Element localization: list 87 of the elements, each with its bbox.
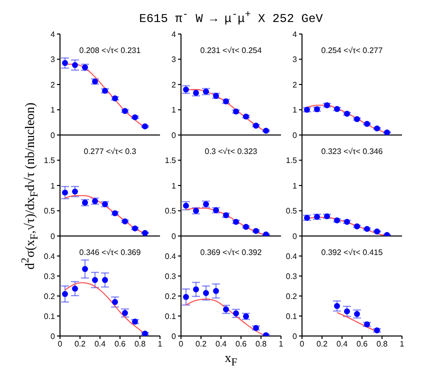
annotation: 0.392 <√τ< 0.415 xyxy=(320,248,384,257)
annotation: 0.208 <√τ< 0.231 xyxy=(78,46,142,55)
y-tick-label: 1 xyxy=(292,181,298,190)
text: E615 π$^{-}$ W → μ$^{-}$μ$^{+}$ X 252 GeV xyxy=(138,9,324,27)
y-tick-label: 0 xyxy=(292,130,298,140)
x-tick-label: 1 xyxy=(278,340,284,349)
y-tick-label: 4 xyxy=(292,30,298,39)
annotation: 0.277 <√τ< 0.3 xyxy=(82,147,138,156)
y-tick-label: 0.4 xyxy=(164,252,177,261)
y-tick-label: 0.3 xyxy=(286,272,298,281)
y-tick-label: 1 xyxy=(172,181,177,190)
y-tick-label: 0 xyxy=(292,232,298,241)
y-tick-label: 3 xyxy=(50,55,56,64)
x-tick-label: 0 xyxy=(58,340,63,349)
y-tick-label: 0.5 xyxy=(164,206,177,216)
x-tick-label: 0 xyxy=(300,340,305,349)
annotation: 0.3 <√τ< 0.323 xyxy=(204,147,258,156)
y-tick-label: 2 xyxy=(50,80,56,90)
x-tick-label: 0.8 xyxy=(376,340,388,349)
point xyxy=(102,277,108,283)
point xyxy=(92,277,98,283)
x-tick-label: 0.2 xyxy=(316,340,328,349)
x-tick-label: 0.4 xyxy=(215,340,228,349)
y-tick-label: 0.2 xyxy=(286,292,298,301)
y-tick-label: 1 xyxy=(292,106,298,115)
x-tick-label: 0.8 xyxy=(134,340,146,349)
y-tick-label: 4 xyxy=(50,30,56,39)
y-tick-label: 1.5 xyxy=(44,156,56,166)
point xyxy=(142,123,148,130)
x-tick-label: 0.2 xyxy=(195,340,208,349)
y-tick-label: 0.5 xyxy=(44,206,56,216)
annotation: 0.254 <√τ< 0.277 xyxy=(320,46,384,55)
y-tick-label: 1.5 xyxy=(286,156,298,166)
y-tick-label: 1 xyxy=(172,106,177,115)
y-tick-label: 3 xyxy=(292,55,298,64)
point xyxy=(213,288,219,294)
annotation: 0.231 <√τ< 0.254 xyxy=(199,46,263,55)
y-tick-label: 1.5 xyxy=(164,156,177,166)
y-tick-label: 0 xyxy=(172,232,177,241)
y-tick-label: 2 xyxy=(292,80,298,90)
y-tick-label: 0.3 xyxy=(164,272,177,281)
x-tick-label: 0.4 xyxy=(336,340,348,349)
x-tick-label: 1 xyxy=(158,340,163,349)
y-tick-label: 0 xyxy=(50,332,56,341)
x-tick-label: 0.6 xyxy=(235,340,248,349)
point xyxy=(142,230,148,236)
point xyxy=(203,290,209,296)
point xyxy=(183,294,189,300)
y-tick-label: 0.4 xyxy=(44,252,56,261)
y-tick-label: 0.3 xyxy=(44,272,56,281)
point xyxy=(62,60,68,66)
y-tick-label: 2 xyxy=(172,80,177,90)
point xyxy=(374,125,380,132)
point xyxy=(364,120,370,127)
point xyxy=(62,190,68,196)
y-tick-label: 0 xyxy=(50,232,56,241)
x-tick-label: 0.6 xyxy=(356,340,368,349)
point xyxy=(72,286,78,292)
y-tick-label: 0.1 xyxy=(44,312,56,321)
y-tick-label: 0 xyxy=(292,332,298,341)
y-tick-label: 1 xyxy=(50,181,56,190)
point xyxy=(62,291,68,297)
x-tick-label: 0.4 xyxy=(94,340,106,349)
x-axis-title: x$_{F}$ xyxy=(224,350,238,370)
x-tick-label: 0 xyxy=(178,340,184,349)
y-tick-label: 0.4 xyxy=(286,252,298,261)
y-tick-label: 0 xyxy=(50,130,56,140)
x-tick-label: 0.6 xyxy=(114,340,126,349)
y-tick-label: 0.1 xyxy=(286,312,298,321)
y-tick-label: 4 xyxy=(172,30,177,39)
annotation: 0.323 <√τ< 0.346 xyxy=(320,147,384,156)
point xyxy=(263,128,269,134)
x-tick-label: 0.8 xyxy=(255,340,268,349)
point xyxy=(193,286,199,292)
y-tick-label: 0.1 xyxy=(164,312,177,321)
y-tick-label: 0.2 xyxy=(44,292,56,301)
y-tick-label: 1 xyxy=(50,106,56,115)
y-tick-label: 0 xyxy=(172,332,177,341)
y-tick-label: 0 xyxy=(172,130,177,140)
x-tick-label: 1 xyxy=(400,340,405,349)
point xyxy=(82,266,88,272)
annotation: 0.369 <√τ< 0.392 xyxy=(199,248,263,257)
y-tick-label: 0.2 xyxy=(164,292,177,301)
x-tick-label: 0.2 xyxy=(74,340,86,349)
y-tick-label: 3 xyxy=(172,55,177,64)
annotation: 0.346 <√τ< 0.369 xyxy=(78,248,142,257)
y-tick-label: 0.5 xyxy=(286,206,298,216)
